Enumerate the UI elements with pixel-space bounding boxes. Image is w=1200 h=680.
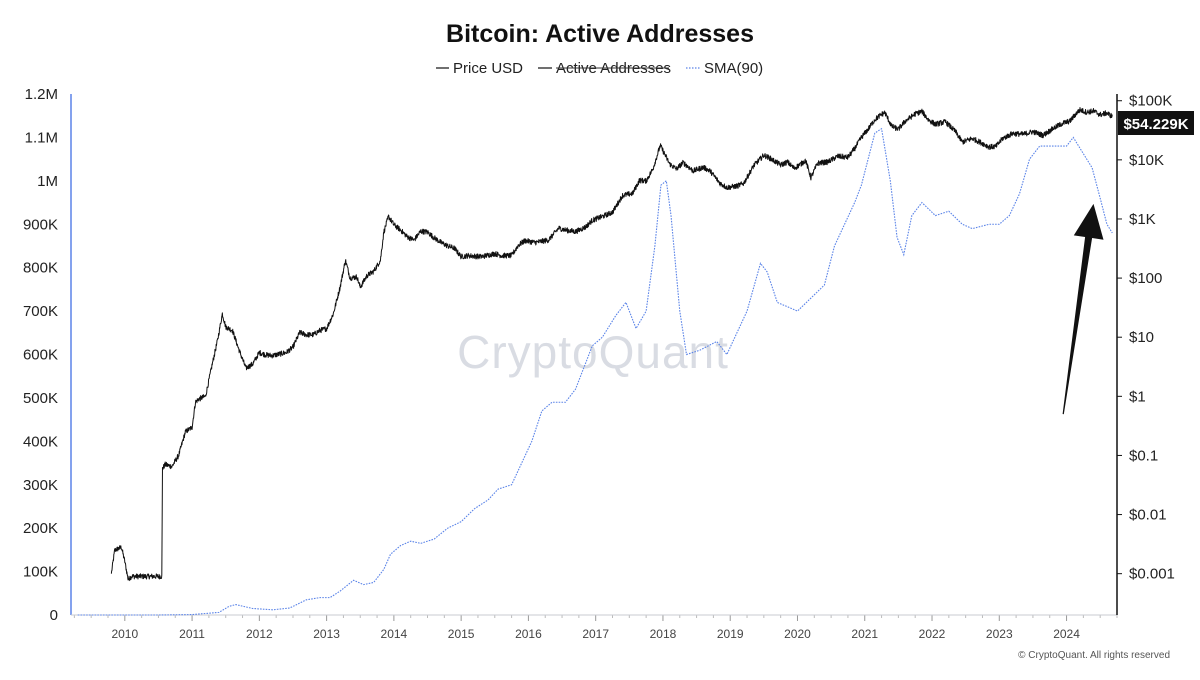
x-axis-ticks: 2010 2011 2012 2013 2014 2015 2016 2017 2018 2019… — [73, 615, 1118, 641]
legend-item-sma90[interactable]: SMA(90) — [686, 60, 763, 77]
right-tick-label: $100K — [1129, 93, 1172, 110]
x-tick-label: 2014 — [381, 627, 408, 641]
current-price-label: $54.229K — [1118, 111, 1194, 135]
right-tick-label: $10K — [1129, 152, 1164, 169]
legend-label-sma90: SMA(90) — [704, 60, 763, 77]
chart-title: Bitcoin: Active Addresses — [446, 20, 754, 48]
x-tick-label: 2010 — [111, 627, 138, 641]
legend: Price USD Active Addresses SMA(90) — [436, 60, 763, 77]
price-label-text: $54.229K — [1123, 116, 1188, 133]
x-tick-label: 2016 — [515, 627, 542, 641]
left-tick-label: 200K — [23, 520, 58, 537]
right-tick-label: $10 — [1129, 329, 1154, 346]
x-tick-label: 2018 — [650, 627, 677, 641]
x-tick-label: 2021 — [851, 627, 878, 641]
x-tick-label: 2020 — [784, 627, 811, 641]
arrow-shape — [1062, 203, 1104, 415]
x-tick-label: 2011 — [179, 627, 205, 641]
price-line — [110, 107, 1113, 582]
legend-label-price: Price USD — [453, 60, 523, 77]
price-label-box — [1118, 111, 1194, 135]
right-axis-ticks: $0.001 $0.01 $0.1 $1 $10 $100 $1K $10K $100K — [1117, 93, 1175, 583]
annotation-arrow — [1062, 203, 1104, 415]
right-tick-label: $1K — [1129, 211, 1156, 228]
left-tick-label: 700K — [23, 303, 58, 320]
left-tick-label: 800K — [23, 260, 58, 277]
legend-item-active-addresses[interactable]: Active Addresses — [538, 60, 671, 77]
left-tick-label: 900K — [23, 216, 58, 233]
left-tick-label: 1.2M — [25, 86, 58, 103]
x-tick-label: 2013 — [313, 627, 340, 641]
left-tick-label: 300K — [23, 477, 58, 494]
sma90-line — [77, 127, 1113, 616]
left-tick-label: 0 — [50, 607, 58, 624]
right-tick-label: $0.01 — [1129, 507, 1167, 524]
x-tick-label: 2019 — [717, 627, 744, 641]
x-tick-label: 2023 — [986, 627, 1013, 641]
x-tick-label: 2017 — [582, 627, 609, 641]
watermark: CryptoQuant — [457, 326, 729, 378]
legend-item-price[interactable]: Price USD — [436, 60, 523, 77]
right-tick-label: $0.1 — [1129, 447, 1158, 464]
x-tick-label: 2022 — [919, 627, 946, 641]
left-tick-label: 1.1M — [25, 129, 58, 146]
right-tick-label: $0.001 — [1129, 566, 1175, 583]
copyright: © CryptoQuant. All rights reserved — [1018, 650, 1170, 661]
left-tick-label: 100K — [23, 564, 58, 581]
x-tick-label: 2024 — [1053, 627, 1080, 641]
x-tick-label: 2012 — [246, 627, 273, 641]
left-tick-label: 1M — [37, 173, 58, 190]
left-tick-label: 600K — [23, 347, 58, 364]
right-tick-label: $100 — [1129, 270, 1162, 287]
right-tick-label: $1 — [1129, 388, 1146, 405]
left-tick-label: 500K — [23, 390, 58, 407]
left-axis-ticks: 0 100K 200K 300K 400K 500K 600K 700K 800K 900K 1M 1… — [23, 86, 58, 624]
left-tick-label: 400K — [23, 433, 58, 450]
x-tick-label: 2015 — [448, 627, 475, 641]
